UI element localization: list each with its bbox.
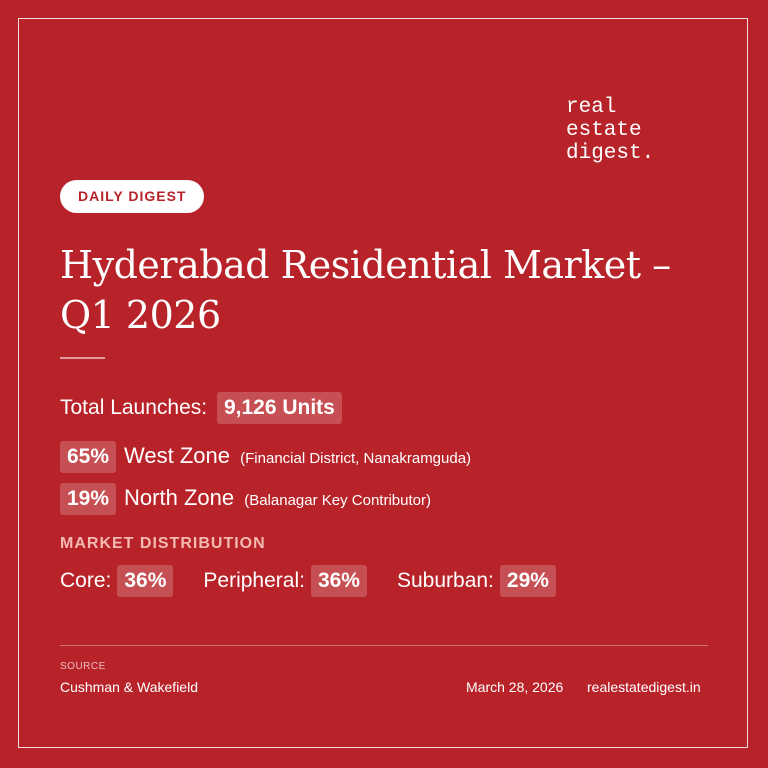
zone-north: 19% North Zone (Balanagar Key Contributor… <box>60 482 431 517</box>
distribution-core: Core: 36% <box>60 565 174 597</box>
headline-line-2: Q1 2026 <box>60 293 221 337</box>
zone-name: West Zone <box>124 443 231 468</box>
publish-date: March 28, 2026 <box>466 679 564 695</box>
title-divider <box>60 357 105 359</box>
launches-value: 9,126 Units <box>216 392 342 424</box>
zone-name: North Zone <box>124 485 235 510</box>
card-border <box>18 18 748 748</box>
distribution-label: Peripheral: <box>203 569 305 592</box>
distribution-label: Core: <box>60 569 112 592</box>
distribution-heading: MARKET DISTRIBUTION <box>60 535 266 552</box>
distribution-suburban: Suburban: 29% <box>397 565 556 597</box>
website-link[interactable]: realestatedigest.in <box>587 679 701 695</box>
footer-divider <box>60 645 708 646</box>
source-label: SOURCE <box>60 661 106 672</box>
distribution-label: Suburban: <box>396 569 494 592</box>
distribution-row: Core: 36% Peripheral: 36% Suburban: 29% <box>60 565 586 597</box>
source-name: Cushman & Wakefield <box>60 679 198 695</box>
logo-line-1: real <box>566 96 617 119</box>
zone-west: 65% West Zone (Financial District, Nanakr… <box>60 440 471 475</box>
zone-percent: 19% <box>60 483 117 515</box>
distribution-value: 36% <box>117 565 174 597</box>
launches-label: Total Launches: <box>60 396 208 419</box>
logo-line-3: digest. <box>566 142 655 165</box>
zone-note: (Balanagar Key Contributor) <box>244 492 431 509</box>
total-launches: Total Launches: 9,126 Units <box>60 392 342 424</box>
zone-note: (Financial District, Nanakramguda) <box>240 450 472 467</box>
headline-line-1: Hyderabad Residential Market – <box>60 243 671 287</box>
distribution-value: 36% <box>310 565 367 597</box>
brand-logo: real estate digest. <box>566 96 716 165</box>
distribution-peripheral: Peripheral: 36% <box>203 565 367 597</box>
headline: Hyderabad Residential Market – Q1 2026 <box>60 240 740 340</box>
zone-percent: 65% <box>60 441 117 473</box>
distribution-value: 29% <box>499 565 556 597</box>
logo-line-2: estate <box>566 119 642 142</box>
daily-digest-badge: DAILY DIGEST <box>60 180 205 213</box>
